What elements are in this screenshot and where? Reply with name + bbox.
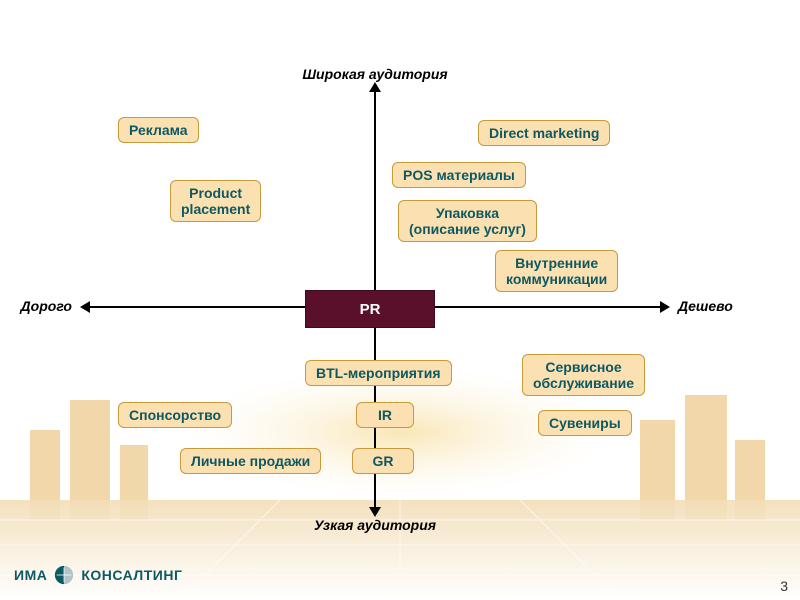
- logo-text-2: КОНСАЛТИНГ: [81, 567, 182, 583]
- node-btl: BTL-мероприятия: [305, 360, 452, 386]
- page-number: 3: [780, 578, 788, 594]
- node-souvenir: Сувениры: [538, 410, 632, 436]
- node-pos: POS материалы: [392, 162, 526, 188]
- node-upakovka: Упаковка (описание услуг): [398, 200, 537, 242]
- node-internal: Внутренние коммуникации: [495, 250, 618, 292]
- node-sponsor: Спонсорство: [118, 402, 232, 428]
- node-ir: IR: [356, 402, 414, 428]
- node-reklama: Реклама: [118, 117, 199, 143]
- x-axis-arrow: [660, 301, 670, 313]
- axis-label-right: Дешево: [678, 298, 733, 314]
- y-axis-arrow: [369, 82, 381, 92]
- axis-label-left: Дорого: [21, 298, 72, 314]
- node-direct: Direct marketing: [478, 120, 610, 146]
- node-product: Product placement: [170, 180, 261, 222]
- node-personal: Личные продажи: [180, 448, 321, 474]
- diagram-canvas: Широкая аудитория Узкая аудитория Дорого Де…: [0, 62, 800, 600]
- node-gr: GR: [352, 448, 414, 474]
- axis-label-bottom: Узкая аудитория: [314, 517, 436, 533]
- node-service: Сервисное обслуживание: [522, 354, 645, 396]
- y-axis-arrow: [369, 507, 381, 517]
- globe-icon: [53, 564, 75, 586]
- header-bar: Инструменты маркетинговой коммуникации: [0, 0, 800, 62]
- x-axis-arrow: [80, 301, 90, 313]
- node-pr-center: PR: [305, 290, 435, 328]
- axis-label-top: Широкая аудитория: [302, 66, 447, 82]
- footer-logo: ИМА КОНСАЛТИНГ: [14, 564, 182, 586]
- page-title: Инструменты маркетинговой коммуникации: [135, 16, 665, 47]
- logo-text-1: ИМА: [14, 567, 47, 583]
